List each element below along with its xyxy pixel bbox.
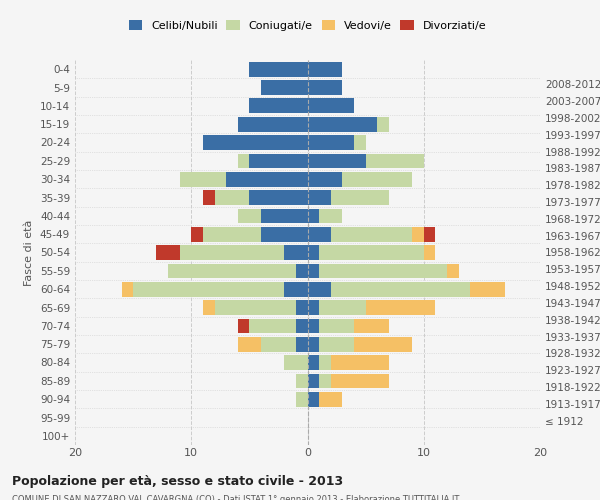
Bar (331, 374, 389, 388)
Bar (284, 355, 308, 370)
Bar (308, 190, 331, 205)
Bar (377, 117, 389, 132)
Bar (343, 172, 412, 186)
Bar (203, 300, 215, 315)
Y-axis label: Fasce di età: Fasce di età (25, 220, 34, 286)
Bar (250, 318, 296, 333)
Bar (308, 318, 319, 333)
Bar (319, 318, 354, 333)
Bar (261, 208, 308, 223)
Bar (157, 245, 179, 260)
Bar (308, 282, 331, 296)
Bar (365, 154, 424, 168)
Bar (319, 208, 343, 223)
Bar (133, 282, 284, 296)
Bar (331, 282, 470, 296)
Bar (296, 300, 308, 315)
Bar (331, 190, 389, 205)
Bar (308, 135, 354, 150)
Bar (179, 245, 284, 260)
Bar (308, 172, 343, 186)
Bar (354, 318, 389, 333)
Bar (261, 80, 308, 95)
Bar (238, 318, 250, 333)
Bar (308, 245, 319, 260)
Bar (284, 245, 308, 260)
Bar (447, 264, 458, 278)
Bar (470, 282, 505, 296)
Bar (296, 392, 308, 406)
Bar (168, 264, 296, 278)
Bar (308, 264, 319, 278)
Bar (308, 337, 319, 351)
Bar (121, 282, 133, 296)
Bar (308, 80, 343, 95)
Bar (319, 300, 365, 315)
Bar (296, 374, 308, 388)
Bar (331, 355, 389, 370)
Text: Popolazione per età, sesso e stato civile - 2013: Popolazione per età, sesso e stato civil… (12, 475, 343, 488)
Bar (238, 154, 250, 168)
Bar (308, 355, 319, 370)
Bar (261, 337, 296, 351)
Bar (319, 392, 343, 406)
Bar (354, 337, 412, 351)
Bar (424, 227, 436, 242)
Bar (319, 355, 331, 370)
Bar (215, 190, 250, 205)
Bar (319, 374, 331, 388)
Bar (238, 337, 261, 351)
Bar (226, 172, 308, 186)
Bar (296, 318, 308, 333)
Bar (179, 172, 226, 186)
Bar (319, 337, 354, 351)
Bar (296, 264, 308, 278)
Bar (354, 135, 365, 150)
Bar (308, 227, 331, 242)
Bar (308, 98, 354, 113)
Bar (238, 208, 261, 223)
Bar (308, 154, 365, 168)
Bar (308, 374, 319, 388)
Bar (215, 300, 296, 315)
Bar (365, 300, 436, 315)
Bar (203, 135, 308, 150)
Bar (250, 98, 308, 113)
Bar (308, 117, 377, 132)
Bar (319, 264, 447, 278)
Text: COMUNE DI SAN NAZZARO VAL CAVARGNA (CO) - Dati ISTAT 1° gennaio 2013 - Elaborazi: COMUNE DI SAN NAZZARO VAL CAVARGNA (CO) … (12, 495, 460, 500)
Bar (308, 300, 319, 315)
Bar (250, 154, 308, 168)
Bar (319, 245, 424, 260)
Bar (284, 282, 308, 296)
Bar (308, 62, 343, 76)
Bar (203, 227, 261, 242)
Bar (308, 208, 319, 223)
Bar (308, 392, 319, 406)
Bar (250, 62, 308, 76)
Bar (331, 227, 412, 242)
Bar (238, 117, 308, 132)
Bar (412, 227, 424, 242)
Bar (203, 190, 215, 205)
Bar (296, 337, 308, 351)
Bar (191, 227, 203, 242)
Bar (250, 190, 308, 205)
Legend: Celibi/Nubili, Coniugati/e, Vedovi/e, Divorziati/e: Celibi/Nubili, Coniugati/e, Vedovi/e, Di… (124, 16, 491, 35)
Bar (261, 227, 308, 242)
Bar (424, 245, 436, 260)
